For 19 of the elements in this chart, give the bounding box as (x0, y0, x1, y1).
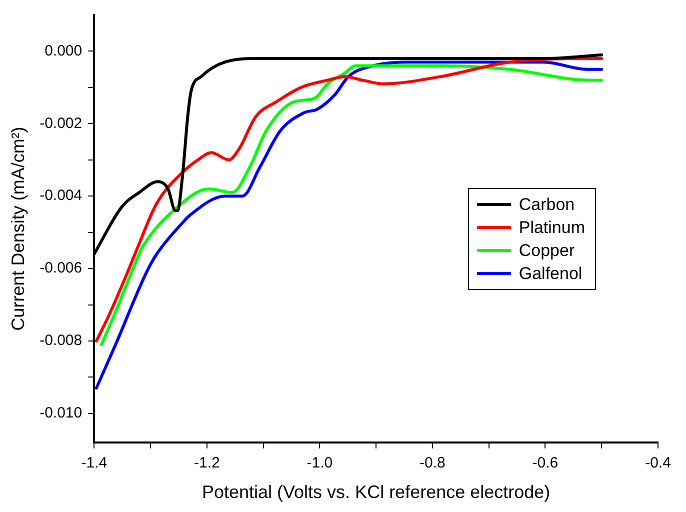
line-series (94, 60, 604, 390)
y-tick-label: -0.002 (40, 114, 82, 132)
x-tick-label: -0.8 (420, 454, 446, 472)
y-tick-label: -0.004 (40, 187, 82, 204)
x-tick-label: -0.4 (645, 454, 671, 472)
legend-label: Carbon (518, 194, 575, 214)
x-tick-label: -0.6 (532, 454, 558, 472)
x-tick-label: -1.0 (306, 454, 333, 472)
y-axis-title: Current Density (mA/cm²) (8, 126, 28, 331)
y-tick-label: 0.000 (44, 42, 82, 60)
y-tick-label: -0.010 (40, 404, 82, 422)
legend-label: Copper (518, 240, 575, 260)
x-axis-title: Potential (Volts vs. KCl reference electrode) (202, 482, 550, 502)
x-tick-label: -1.2 (194, 454, 220, 472)
x-tick-label: -1.4 (81, 454, 108, 472)
legend-label: Galfenol (518, 264, 582, 284)
y-tick-label: -0.008 (40, 332, 82, 350)
legend-label: Platinum (518, 218, 585, 238)
y-tick-label: -0.006 (40, 260, 82, 277)
